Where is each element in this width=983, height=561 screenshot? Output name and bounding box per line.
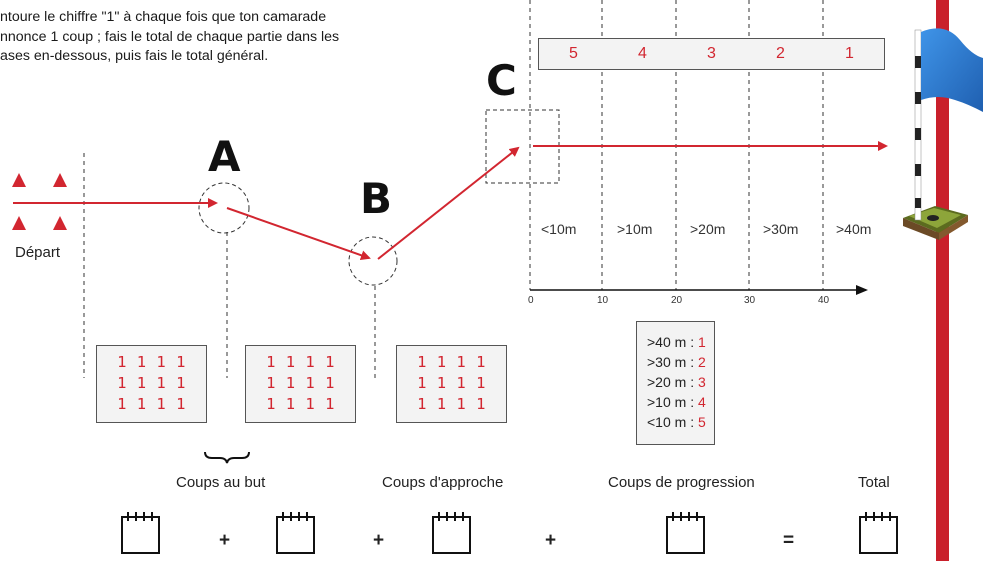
circle-b — [348, 236, 398, 286]
zone-label: >10m — [617, 221, 653, 237]
zone-label: >20m — [690, 221, 726, 237]
notebook-icon — [666, 512, 705, 554]
strip-score: 3 — [707, 45, 716, 62]
legend-row: <10 m : 5 — [647, 412, 714, 432]
category-coups-au-but: Coups au but — [176, 474, 266, 491]
circle-a — [198, 182, 250, 234]
axis-tick-label: 40 — [818, 295, 830, 306]
square-c — [485, 109, 560, 184]
legend-value: 5 — [697, 414, 706, 430]
path-a-b — [226, 207, 371, 261]
axis-tick-label: 20 — [671, 295, 683, 306]
legend-label: >10 m : — [647, 394, 695, 410]
axis-tick-label: 0 — [528, 295, 534, 306]
score-legend: >40 m : 1 >30 m : 2 >20 m : 3 >10 m : 4 … — [636, 321, 715, 445]
score-row[interactable]: 1 1 1 1 — [266, 374, 335, 392]
legend-row: >20 m : 3 — [647, 372, 714, 392]
score-box-but[interactable]: 1 1 1 1 1 1 1 1 1 1 1 1 — [96, 345, 207, 423]
triangle-marker-icon — [53, 173, 67, 187]
notebook-icon — [432, 512, 471, 554]
plus-operator: + — [373, 530, 385, 551]
notebook-icon — [276, 512, 315, 554]
plus-operator: + — [219, 530, 231, 551]
strip-score: 5 — [569, 45, 578, 62]
category-coups-approche: Coups d'approche — [382, 474, 504, 491]
legend-value: 1 — [697, 334, 706, 350]
legend-value: 2 — [697, 354, 706, 370]
legend-label: >30 m : — [647, 354, 695, 370]
score-row[interactable]: 1 1 1 1 — [117, 374, 186, 392]
score-row[interactable]: 1 1 1 1 — [117, 395, 186, 413]
score-box-progression[interactable]: 1 1 1 1 1 1 1 1 1 1 1 1 — [396, 345, 507, 423]
category-total: Total — [858, 474, 890, 491]
zone-label: >40m — [836, 221, 872, 237]
strip-score: 1 — [845, 45, 854, 62]
triangle-marker-icon — [12, 216, 26, 230]
legend-row: >10 m : 4 — [647, 392, 714, 412]
category-coups-progression: Coups de progression — [608, 474, 755, 491]
plus-operator: + — [545, 530, 557, 551]
score-row[interactable]: 1 1 1 1 — [417, 395, 486, 413]
curly-brace-icon — [204, 451, 250, 464]
strip-score: 4 — [638, 45, 647, 62]
legend-value: 4 — [697, 394, 706, 410]
start-label: Départ — [15, 244, 61, 261]
point-b-label: B — [360, 174, 393, 223]
legend-label: >20 m : — [647, 374, 695, 390]
zone-label: <10m — [541, 221, 577, 237]
legend-value: 3 — [697, 374, 706, 390]
notebook-icon — [121, 512, 160, 554]
distance-score-strip: 5 4 3 2 1 — [538, 38, 885, 70]
triangle-marker-icon — [12, 173, 26, 187]
axis-tick-label: 10 — [597, 295, 609, 306]
legend-row: >40 m : 1 — [647, 332, 714, 352]
legend-label: >40 m : — [647, 334, 695, 350]
score-row[interactable]: 1 1 1 1 — [417, 374, 486, 392]
legend-row: >30 m : 2 — [647, 352, 714, 372]
score-box-approche[interactable]: 1 1 1 1 1 1 1 1 1 1 1 1 — [245, 345, 356, 423]
zone-label: >30m — [763, 221, 799, 237]
strip-score: 2 — [776, 45, 785, 62]
point-c-label: C — [486, 56, 517, 105]
golf-flag-icon — [903, 28, 983, 240]
green-border-band — [936, 0, 949, 561]
score-row[interactable]: 1 1 1 1 — [266, 353, 335, 371]
notebook-icon — [859, 512, 898, 554]
legend-label: <10 m : — [647, 414, 695, 430]
instructions-text: ntoure le chiffre "1" à chaque fois que … — [0, 9, 340, 64]
score-row[interactable]: 1 1 1 1 — [266, 395, 335, 413]
start-markers — [12, 173, 67, 230]
score-row[interactable]: 1 1 1 1 — [417, 353, 486, 371]
path-b-c — [377, 146, 520, 260]
point-a-label: A — [208, 132, 241, 181]
equals-operator: = — [783, 530, 795, 551]
score-row[interactable]: 1 1 1 1 — [117, 353, 186, 371]
axis-tick-label: 30 — [744, 295, 756, 306]
triangle-marker-icon — [53, 216, 67, 230]
